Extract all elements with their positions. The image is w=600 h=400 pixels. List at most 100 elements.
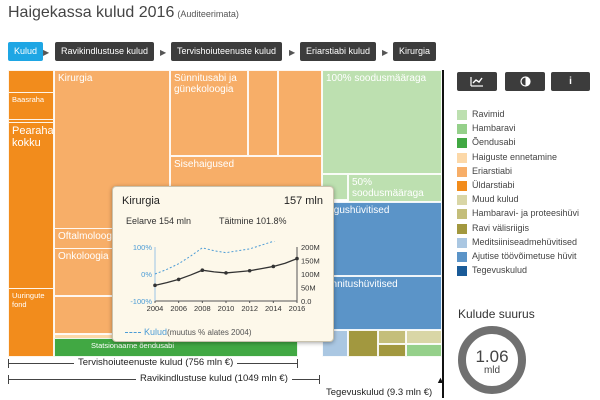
- tile-sunnitushuvitised[interactable]: ünnitushüvitised: [322, 276, 442, 330]
- breadcrumb-arrow-icon: ▶: [289, 48, 296, 57]
- legend-label: Ravimid: [472, 109, 505, 119]
- legend-item[interactable]: Hambaravi: [457, 122, 600, 136]
- legend-swatch: [457, 152, 467, 163]
- legend-swatch: [457, 138, 467, 149]
- tile-label-sisehaigused: Sisehaigused: [174, 159, 235, 170]
- legend-item[interactable]: Tegevuskulud: [457, 264, 600, 278]
- legend-series-note: (muutus % alates 2004): [167, 328, 252, 337]
- divider-line: [442, 70, 444, 398]
- total-size-value: 1.06: [475, 347, 509, 366]
- legend-item[interactable]: Õendusabi: [457, 136, 600, 150]
- breadcrumb-eriarstiabi[interactable]: Eriarstiabi kulud: [300, 42, 377, 61]
- legend-swatch: [457, 251, 467, 262]
- breadcrumb-arrow-icon: ▶: [43, 48, 50, 57]
- legend-label: Muud kulud: [472, 194, 519, 205]
- size-title: Kulude suurus: [458, 307, 535, 321]
- tile-label-uuringute-fond: Uuringute fond: [12, 291, 45, 309]
- x-tick-label: 2010: [218, 304, 235, 313]
- x-tick-label: 2012: [241, 304, 258, 313]
- tile-label-oftalmoloogia: Oftalmoloogia: [58, 231, 114, 242]
- tile-label-soodus50: 50% soodusmääraga: [352, 177, 424, 199]
- tile-hambaravi[interactable]: [406, 344, 442, 357]
- legend-item[interactable]: Üldarstiabi: [457, 179, 600, 193]
- breadcrumb-ravikindlustuse[interactable]: Ravikindlustuse kulud: [55, 42, 155, 61]
- legend-swatch: [457, 209, 467, 220]
- tile-eriarstiabi-other-3[interactable]: [54, 296, 114, 334]
- legend-label: Haiguste ennetamine: [472, 151, 558, 162]
- legend-line-sample: [125, 332, 141, 334]
- chart-view-button[interactable]: [457, 72, 497, 91]
- legend-label: Üldarstiabi: [472, 179, 515, 190]
- x-tick-label: 2016: [289, 304, 306, 313]
- measure-ravikindlustuse: Ravikindlustuse kulud (1049 mln €): [8, 373, 320, 386]
- contrast-button[interactable]: [505, 72, 545, 91]
- legend-item[interactable]: Hambaravi- ja proteesihüvi: [457, 207, 600, 221]
- legend-item[interactable]: Ravimid: [457, 108, 600, 122]
- spending-point: [200, 268, 205, 273]
- measure-tick: [319, 375, 320, 384]
- tile-muud-kulud[interactable]: [406, 330, 442, 344]
- legend-swatch: [457, 237, 467, 248]
- tooltip-execution: Täitmine 101.8%: [219, 216, 287, 226]
- legend-item[interactable]: Meditsiiniseadmehüvitised: [457, 236, 600, 250]
- tile-ravimid-100[interactable]: 100% soodusmääraga: [322, 70, 442, 174]
- tile-ravi-valisriigis-2[interactable]: [378, 344, 406, 357]
- page-title: Haigekassa kulud 2016 (Auditeerimata): [8, 4, 239, 22]
- tile-haigushuvitised[interactable]: aigushüvitised: [322, 202, 442, 276]
- total-size-donut: 1.06 mld: [458, 326, 526, 394]
- legend-item[interactable]: Ravi välisriigis: [457, 222, 600, 236]
- measure-label-ravikindlustuse: Ravikindlustuse kulud (1049 mln €): [136, 373, 292, 384]
- tile-pearaha[interactable]: Pearaha kokku: [8, 122, 54, 292]
- tile-onkoloogia[interactable]: Onkoloogia: [54, 248, 114, 296]
- tooltip-popup: Kirurgia 157 mln Eelarve 154 mln Täitmin…: [112, 186, 334, 342]
- info-button[interactable]: i: [551, 72, 590, 91]
- legend-swatch: [457, 266, 467, 277]
- x-tick-label: 2006: [170, 304, 187, 313]
- tile-uuringute-fond[interactable]: Uuringute fond: [8, 288, 54, 357]
- tile-oftalmoloogia[interactable]: Oftalmoloogia: [54, 228, 114, 250]
- right-tick-label: 0.0: [301, 297, 311, 306]
- spending-point: [247, 268, 252, 273]
- spending-point: [271, 264, 276, 269]
- spending-point: [153, 283, 157, 288]
- tile-label-onkoloogia: Onkoloogia: [58, 251, 109, 262]
- left-tick-label: -100%: [130, 297, 152, 306]
- legend-swatch: [457, 223, 467, 234]
- tile-hambaravi-huvi[interactable]: [378, 330, 406, 344]
- legend-item[interactable]: Ajutise töövõimetuse hüvit: [457, 250, 600, 264]
- x-tick-label: 2008: [194, 304, 211, 313]
- tile-label-haigushuvitised: aigushüvitised: [326, 205, 390, 216]
- legend-item[interactable]: Haiguste ennetamine: [457, 151, 600, 165]
- tooltip-budget: Eelarve 154 mln: [126, 216, 192, 226]
- legend-item[interactable]: Muud kulud: [457, 193, 600, 207]
- breadcrumb-kulud[interactable]: Kulud: [8, 42, 44, 61]
- legend-label: Ajutise töövõimetuse hüvit: [472, 250, 577, 261]
- legend-label: Hambaravi: [472, 123, 516, 134]
- legend-item[interactable]: Eriarstiabi: [457, 165, 600, 179]
- breadcrumb-arrow-icon: ▶: [160, 48, 167, 57]
- tile-eriarstiabi-other-2[interactable]: [278, 70, 322, 156]
- page-subtitle: (Auditeerimata): [177, 9, 239, 19]
- tile-eriarstiabi-other-1[interactable]: [248, 70, 278, 156]
- legend-series-name: Kulud: [144, 327, 168, 337]
- breadcrumb-tervishoiuteenuste[interactable]: Tervishoiuteenuste kulud: [171, 42, 283, 61]
- left-tick-label: 100%: [133, 243, 153, 252]
- tile-label-pearaha: Pearaha kokku: [12, 125, 54, 149]
- tile-label-statsionaarne: Statsionaarne õendusabi: [91, 341, 174, 350]
- measure-label-tegevuskulud: Tegevuskulud (9.3 mln €): [326, 387, 433, 398]
- tile-baasraha[interactable]: Baasraha: [8, 92, 54, 120]
- category-legend: Ravimid Hambaravi Õendusabi Haiguste enneta…: [457, 108, 600, 278]
- contrast-icon: [519, 76, 531, 87]
- tile-sunnitusabi[interactable]: Sünnitusabi ja günekoloogia: [170, 70, 248, 156]
- breadcrumb-kirurgia[interactable]: Kirurgia: [393, 42, 437, 61]
- tile-ravi-valisriigis[interactable]: [348, 330, 378, 357]
- measure-tick: [297, 359, 298, 368]
- legend-label: Ravi välisriigis: [472, 222, 530, 233]
- legend-label: Meditsiiniseadmehüvitised: [472, 236, 578, 247]
- breadcrumb-arrow-icon: ▶: [382, 48, 389, 57]
- tile-ravimid-50[interactable]: 50% soodusmääraga: [348, 174, 442, 202]
- legend-swatch: [457, 195, 467, 206]
- divider-arrow-icon: ▲: [436, 375, 445, 385]
- legend-label: Tegevuskulud: [472, 265, 528, 276]
- page-title-text: Haigekassa kulud 2016: [8, 4, 175, 21]
